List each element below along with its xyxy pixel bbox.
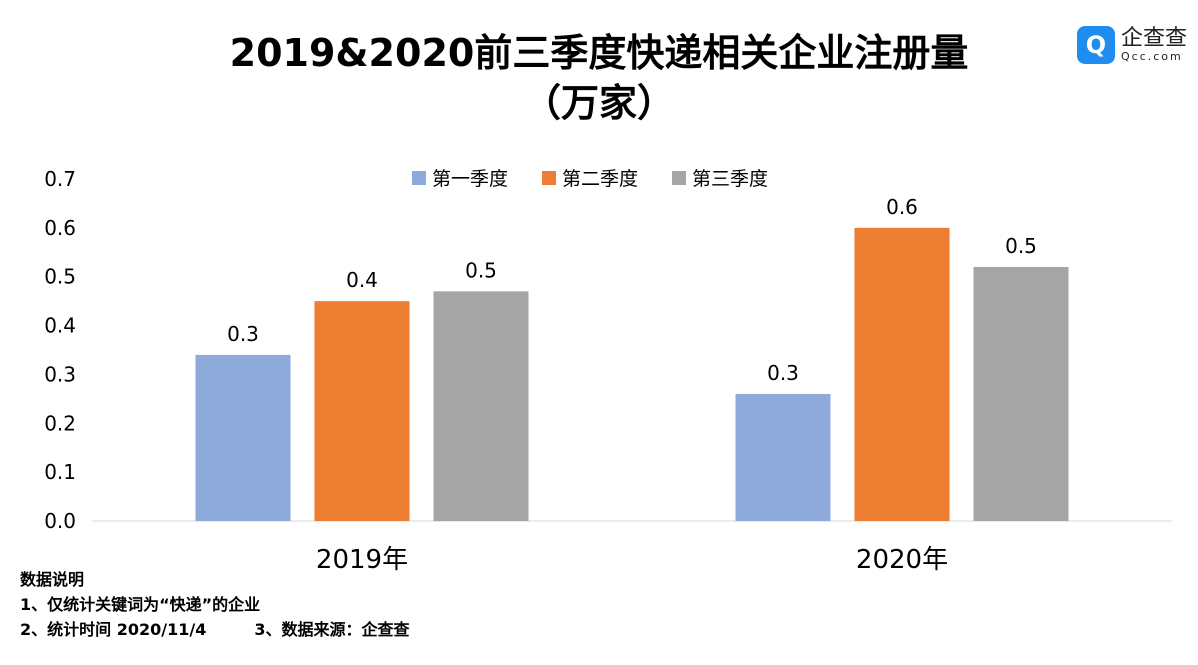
chart-subtitle: （万家） <box>522 81 675 125</box>
logo-domain: Qcc.com <box>1121 50 1183 64</box>
legend-swatch <box>542 171 556 185</box>
legend-label: 第一季度 <box>432 168 508 190</box>
legend-label: 第二季度 <box>562 168 638 190</box>
x-tick-label: 2019年 <box>316 545 408 575</box>
bar <box>314 301 410 521</box>
notes-line-1: 1、仅统计关键词为“快递”的企业 <box>20 595 261 614</box>
y-tick-label: 0.4 <box>44 314 76 338</box>
data-notes: 数据说明 1、仅统计关键词为“快递”的企业 2、统计时间 2020/11/4 3、… <box>20 567 409 642</box>
y-tick-label: 0.0 <box>44 509 76 533</box>
data-label: 0.4 <box>346 268 378 292</box>
data-label: 0.5 <box>465 258 497 282</box>
logo-name: 企查查 <box>1121 25 1188 51</box>
data-label: 0.3 <box>227 322 259 346</box>
data-label: 0.5 <box>1005 234 1037 258</box>
bar <box>195 354 291 521</box>
legend-label: 第三季度 <box>692 168 768 190</box>
data-label: 0.3 <box>767 361 799 385</box>
legend-swatch <box>412 171 426 185</box>
bar <box>854 227 950 521</box>
notes-heading: 数据说明 <box>20 570 85 589</box>
data-label: 0.6 <box>886 195 918 219</box>
x-tick-label: 2020年 <box>856 545 948 575</box>
y-tick-label: 0.5 <box>44 265 76 289</box>
y-tick-label: 0.7 <box>44 167 76 191</box>
qcc-logo-icon: Q <box>1077 26 1115 64</box>
notes-line-2a: 2、统计时间 2020/11/4 <box>20 620 207 639</box>
bar <box>973 266 1069 521</box>
legend-swatch <box>672 171 686 185</box>
qcc-logo: Q 企查查 Qcc.com <box>1077 26 1187 64</box>
bar <box>735 393 831 521</box>
bar <box>433 291 529 521</box>
y-tick-label: 0.2 <box>44 411 76 435</box>
notes-line-2b: 3、数据来源：企查查 <box>254 620 410 639</box>
y-tick-label: 0.3 <box>44 362 76 386</box>
y-tick-label: 0.1 <box>44 460 76 484</box>
chart-title: 2019&2020前三季度快递相关企业注册量 <box>229 31 969 75</box>
y-tick-label: 0.6 <box>44 216 76 240</box>
